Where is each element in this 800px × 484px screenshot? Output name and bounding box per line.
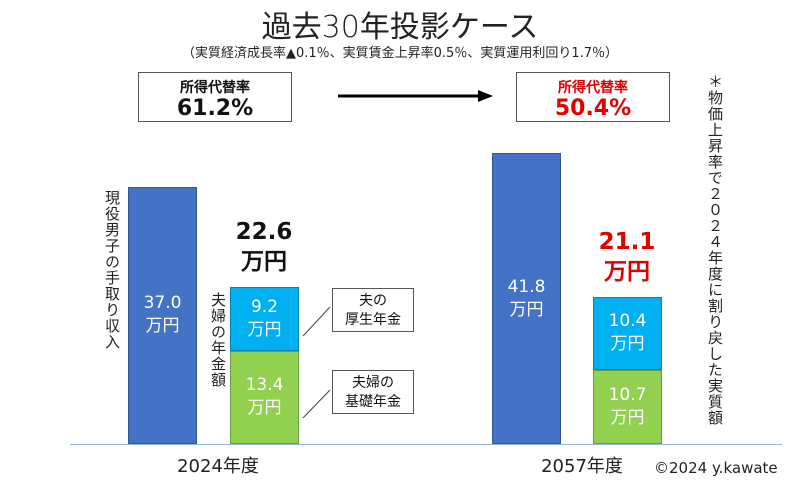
note-real-terms: ＊物価上昇率で２０２４年度に割り戻した実質額: [706, 74, 724, 426]
callout-line-kiso: [302, 389, 331, 419]
callout-line-kosei: [302, 306, 331, 337]
chart-title: 過去30年投影ケース: [261, 10, 539, 45]
bar-kosei-nenkin-0: 9.2 万円: [230, 286, 299, 351]
pension-axis-label: 夫婦の年金額: [209, 292, 227, 388]
bar-value-label: 9.2: [250, 296, 279, 317]
bar-unit-label: 万円: [145, 316, 180, 337]
income-axis-label: 現役男子の手取り収入: [103, 190, 121, 350]
replacement-rate-value: 50.4%: [554, 96, 632, 121]
pension-total-label: 22.6 万円: [235, 218, 293, 275]
bar-value-label: 13.4: [245, 375, 284, 396]
bar-value-label: 41.8: [507, 276, 546, 297]
bar-unit-label: 万円: [247, 319, 282, 340]
pension-total-label: 21.1 万円: [598, 229, 656, 286]
replacement-rate-label: 所得代替率: [558, 80, 628, 96]
replacement-rate-label: 所得代替率: [180, 80, 250, 96]
bar-unit-label: 万円: [247, 398, 282, 419]
chart-subtitle: （実質経済成長率▲0.1％、実質賃金上昇率0.5％、実質運用利回り1.7％）: [181, 46, 619, 61]
bar-value-label: 10.4: [608, 311, 647, 332]
callout-kosei-nenkin: 夫の 厚生年金: [332, 288, 414, 332]
replacement-rate-box-2024: 所得代替率 61.2%: [138, 72, 292, 122]
bar-kosei-nenkin-1: 10.4 万円: [593, 297, 662, 370]
bar-income-1: 41.8 万円: [492, 153, 561, 444]
bar-value-label: 10.7: [608, 384, 647, 405]
x-tick-label: 2057年度: [541, 456, 623, 477]
callout-kiso-nenkin: 夫婦の 基礎年金: [332, 370, 414, 414]
bar-unit-label: 万円: [509, 299, 544, 320]
replacement-rate-value: 61.2%: [176, 96, 254, 121]
x-axis-baseline: [70, 444, 782, 445]
x-tick-label: 2024年度: [177, 456, 259, 477]
bar-income-0: 37.0 万円: [128, 186, 197, 444]
replacement-rate-box-2057: 所得代替率 50.4%: [516, 72, 670, 122]
bar-kiso-nenkin-0: 13.4 万円: [230, 350, 299, 444]
bar-kiso-nenkin-1: 10.7 万円: [593, 369, 662, 444]
bar-unit-label: 万円: [610, 407, 645, 428]
arrow-right-icon: [338, 90, 493, 102]
bar-unit-label: 万円: [610, 334, 645, 355]
bar-value-label: 37.0: [143, 293, 182, 314]
copyright: ©2024 y.kawate: [654, 459, 778, 477]
